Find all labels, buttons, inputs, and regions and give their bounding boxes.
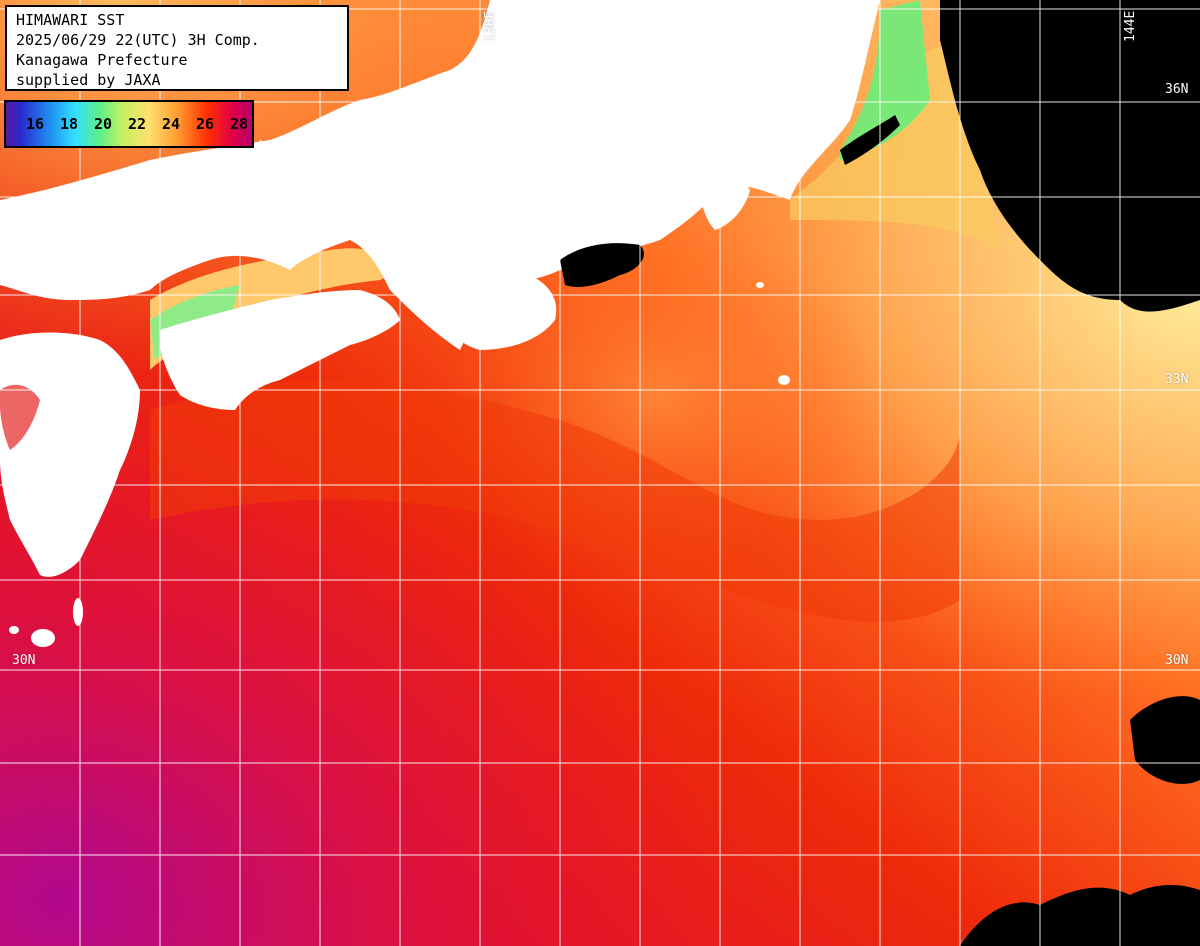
cold-bay-water xyxy=(840,0,930,160)
map-credit: supplied by JAXA xyxy=(16,71,161,89)
land-peninsula xyxy=(255,140,320,170)
temperature-legend: 16 18 20 22 24 26 28 xyxy=(4,100,254,148)
land-izu xyxy=(700,174,750,230)
legend-ticks: 16 18 20 22 24 26 28 xyxy=(26,115,264,133)
grid-label-lon-136: 136E xyxy=(483,10,498,42)
grid-label-lat-33: 33N xyxy=(1165,372,1189,387)
map-region: Kanagawa Prefecture xyxy=(16,51,188,69)
cloud-mask-bay xyxy=(840,115,900,165)
legend-tick-18: 18 xyxy=(60,115,79,133)
island-oshima xyxy=(756,282,764,288)
land-kyushu xyxy=(0,332,140,577)
cloud-mask-northeast xyxy=(940,0,1200,312)
land-honshu xyxy=(0,0,880,350)
kuroshio-current xyxy=(150,380,960,622)
grid-label-lat-36: 36N xyxy=(1165,82,1189,97)
map-timestamp: 2025/06/29 22(UTC) 3H Comp. xyxy=(16,31,260,49)
grid-label-lon-144: 144E xyxy=(1123,10,1138,42)
legend-tick-28: 28 xyxy=(230,115,249,133)
inland-sea xyxy=(150,248,400,370)
legend-tick-16: 16 xyxy=(26,115,45,133)
grid-label-lat-30-right: 30N xyxy=(1165,653,1189,668)
map-title: HIMAWARI SST xyxy=(16,11,125,29)
land-boso xyxy=(766,138,805,177)
grid-label-lat-30-left: 30N xyxy=(12,653,36,668)
legend-tick-24: 24 xyxy=(162,115,181,133)
legend-tick-26: 26 xyxy=(196,115,215,133)
land-kii-peninsula xyxy=(440,271,557,350)
legend-tick-22: 22 xyxy=(128,115,147,133)
island-yakushima xyxy=(73,598,83,626)
island-tanegashima xyxy=(31,629,55,647)
kyushu-coast-water xyxy=(0,384,40,450)
cloud-mask-southeast xyxy=(960,885,1200,946)
cloud-mask-east xyxy=(1130,696,1200,784)
island-small xyxy=(9,626,19,634)
cloud-mask-coast xyxy=(560,243,644,287)
island-miyake xyxy=(778,375,790,385)
legend-tick-20: 20 xyxy=(94,115,113,133)
map-header-box: HIMAWARI SST 2025/06/29 22(UTC) 3H Comp.… xyxy=(5,5,349,91)
land-shikoku xyxy=(160,290,400,410)
